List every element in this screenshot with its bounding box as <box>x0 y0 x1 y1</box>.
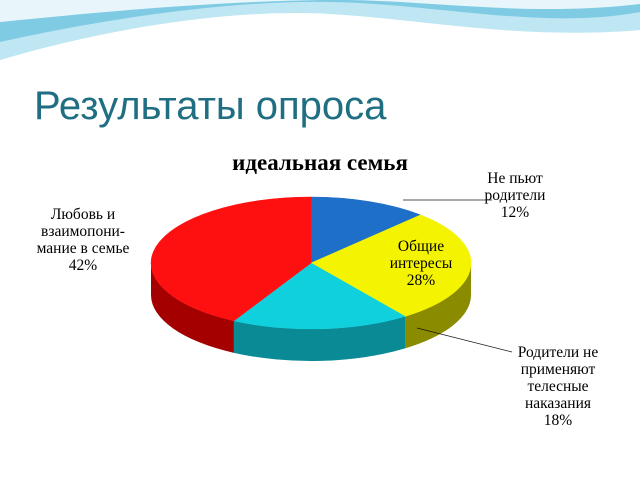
label-line: 42% <box>68 257 98 274</box>
label-line: мание в семье <box>36 240 130 257</box>
label-line: 12% <box>500 204 530 221</box>
label-line: 28% <box>406 272 436 289</box>
slice-ne-pyut <box>310 196 422 264</box>
label-ne-pyut: Не пьют родители 12% <box>470 170 560 221</box>
leader-line <box>416 327 513 353</box>
label-line: 18% <box>543 412 573 429</box>
label-line: применяют <box>520 361 596 378</box>
label-line: интересы <box>389 255 453 272</box>
slice-nakazaniya <box>233 262 406 330</box>
label-line: Родители не <box>517 344 599 361</box>
wave-front <box>0 0 640 42</box>
header-wave-decoration <box>0 0 640 60</box>
slice-side-obshchie <box>405 263 471 349</box>
label-line: Не пьют <box>487 170 543 187</box>
slide-title: Результаты опроса <box>34 84 387 128</box>
slice-obshchie <box>310 214 472 317</box>
label-obshchie: Общие интересы 28% <box>378 238 464 289</box>
label-line: Любовь и <box>50 206 116 223</box>
slice-side-lyubov <box>151 263 234 353</box>
label-line: родители <box>484 187 546 204</box>
wave-back <box>0 0 640 60</box>
label-line: телесные <box>527 378 589 395</box>
label-lyubov: Любовь и взаимопони- мание в семье 42% <box>22 206 144 274</box>
chart-title: идеальная семья <box>232 150 408 175</box>
wave-highlight <box>0 0 640 22</box>
label-nakazaniya: Родители не применяют телесные наказания… <box>508 344 608 429</box>
label-line: наказания <box>524 395 592 412</box>
slice-lyubov <box>150 196 312 322</box>
label-line: взаимопони- <box>41 223 125 240</box>
label-line: Общие <box>397 238 445 255</box>
